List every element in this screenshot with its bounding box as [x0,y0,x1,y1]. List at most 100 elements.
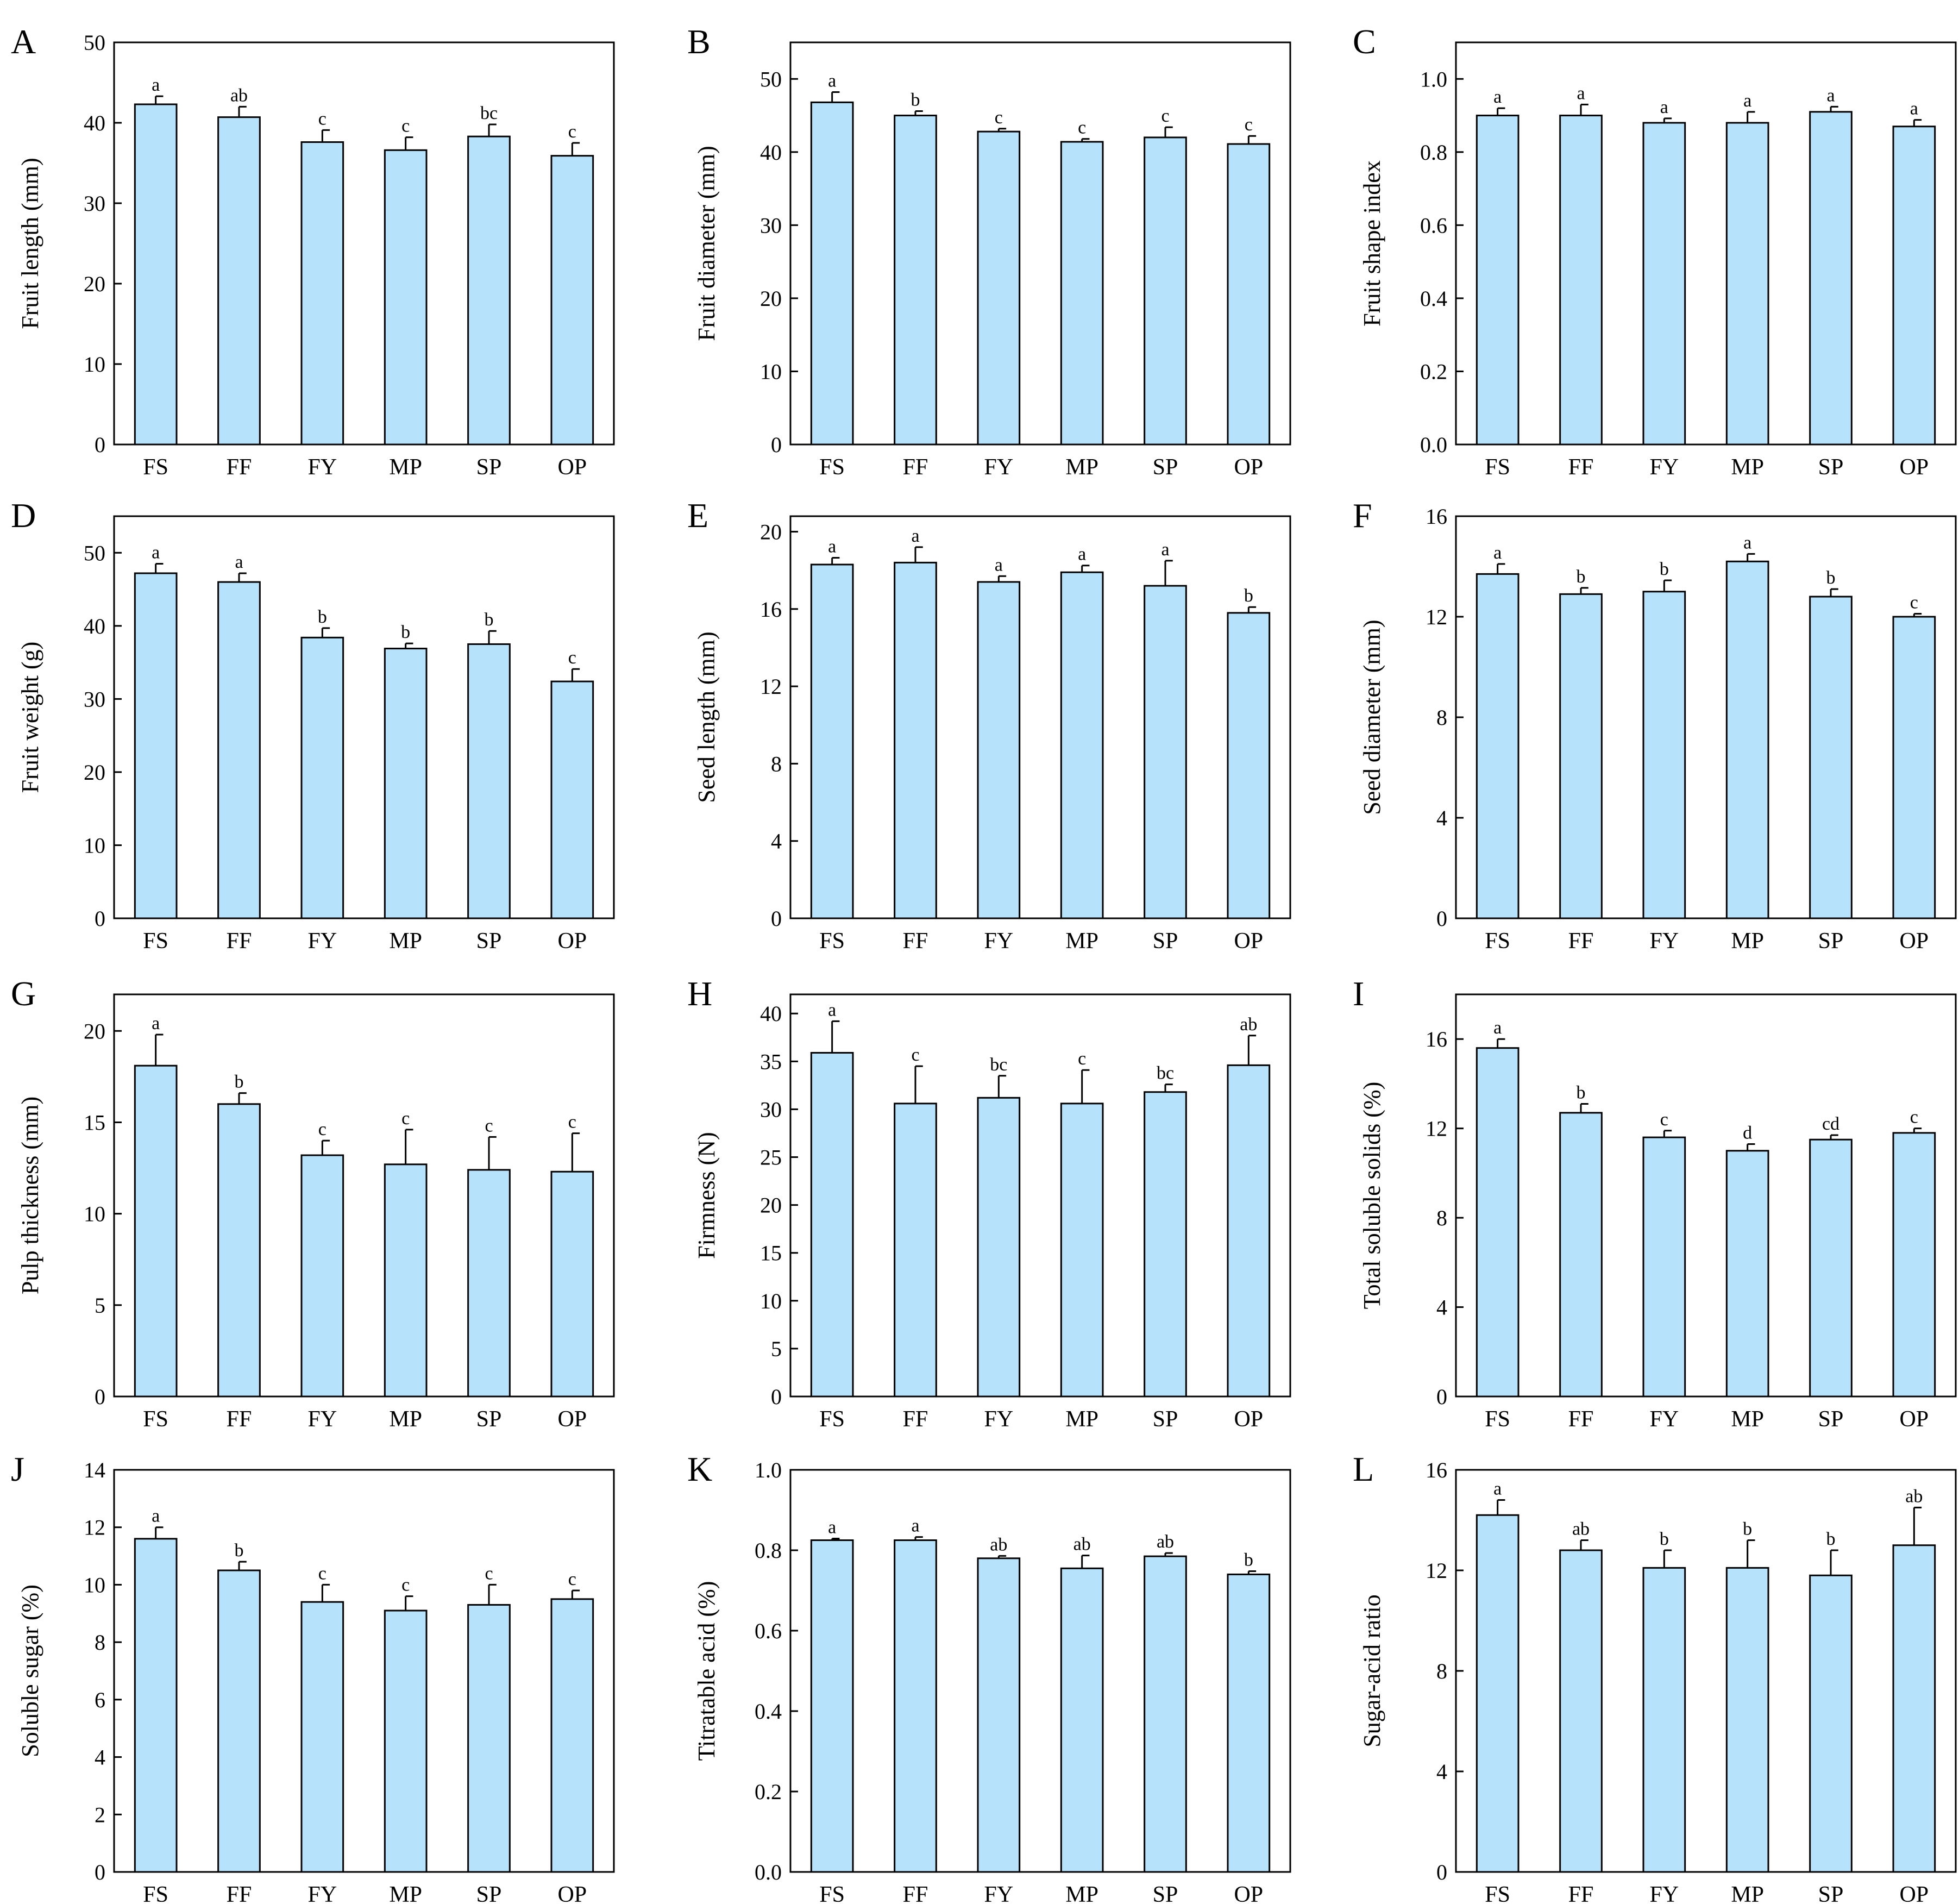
category-label: MP [1065,929,1098,954]
bar-sp [1144,1091,1187,1398]
category-label: OP [1899,929,1929,954]
plot-frame [789,1469,1291,1873]
bar-fy [977,581,1021,919]
error-bar-sp [1164,126,1173,137]
y-tick-label: 40 [84,111,105,135]
significance-letter: bc [480,103,498,123]
bar-ff [894,1539,937,1873]
bar-mp [1060,141,1104,446]
bar-sp [467,135,511,446]
category-label: MP [1731,1882,1764,1904]
category-label: OP [557,1882,587,1904]
bar-fs [134,572,178,919]
error-bar-sp [488,630,497,644]
y-tick-label: 30 [760,213,782,237]
significance-letter: c [1078,1049,1086,1069]
y-axis-title: Fruit weight (g) [17,642,43,793]
category-label: SP [1153,929,1178,954]
category-label: SP [1818,455,1844,480]
significance-letter: c [485,1563,493,1583]
panel-letter: C [1353,22,1376,61]
category-label: SP [1818,1407,1844,1432]
bar-mp [1060,1567,1104,1873]
category-label: FY [307,1882,337,1904]
panel-letter: H [687,974,712,1013]
significance-letter: b [1826,568,1836,588]
bar-mp [1725,560,1769,919]
significance-letter: a [1743,533,1751,553]
significance-letter: c [568,648,576,668]
bar-fy [1642,591,1686,919]
error-bar-sp [488,123,497,137]
category-label: MP [1731,455,1764,480]
error-bar-ff [238,1561,247,1570]
error-bar-op [1247,606,1257,613]
category-label: FF [1568,1407,1594,1432]
category-label: FS [1485,929,1510,954]
y-tick-label: 0 [95,1385,105,1409]
plot-frame [113,993,615,1398]
bar-sp [1144,1555,1187,1873]
y-tick-label: 8 [95,1630,105,1655]
significance-letter: c [1245,115,1253,135]
significance-letter: a [1078,544,1086,565]
significance-letter: a [828,536,836,556]
significance-letter: ab [1572,1519,1590,1539]
y-tick-label: 1.0 [755,1458,782,1482]
y-tick-label: 8 [1436,1659,1447,1683]
panel-f: Fa FS b FF b FY a MP b SP c OP 0 4 8 12 16 Seed diameter … [1353,496,1957,954]
bar-fs [1475,1047,1520,1398]
error-bar-sp [1830,588,1838,597]
y-axis-title: Firmness (N) [693,1132,720,1258]
plot-frame [789,41,1291,446]
significance-letter: a [1493,87,1502,107]
y-tick-label: 0 [771,1385,782,1409]
error-bar-fs [831,91,840,103]
category-label: OP [1899,1882,1929,1904]
significance-letter: c [318,1563,326,1583]
significance-letter: a [235,552,243,572]
error-bar-fy [321,129,330,142]
significance-letter: b [1577,1082,1586,1103]
significance-letter: a [1826,85,1835,105]
error-bar-fy [321,627,330,638]
category-label: MP [389,455,422,480]
plot-frame [1455,993,1957,1398]
error-bar-op [571,1589,580,1599]
bar-mp [384,648,428,919]
error-bar-sp [1164,1083,1173,1092]
panel-k: Ka FS a FF ab FY ab MP ab SP b OP 0.0 0.2 0.4 0.6 0.8 1.0… [687,1450,1291,1904]
y-tick-label: 0.8 [755,1538,782,1563]
plot-frame [113,41,615,446]
panel-d: Da FS a FF b FY b MP b SP c OP 0 10 20 30 40 50 Fruit weig… [11,496,615,954]
category-label: MP [389,1407,422,1432]
y-tick-label: 12 [1426,605,1447,629]
category-label: FF [903,1407,928,1432]
category-label: FS [819,1407,845,1432]
plot-frame [1455,515,1957,919]
y-tick-label: 15 [760,1241,782,1266]
panel-b: Ba FS b FF c FY c MP c SP c OP 0 10 20 30 40 50 Fruit diam… [687,22,1291,480]
y-tick-label: 20 [760,286,782,311]
bar-ff [217,116,261,446]
y-tick-label: 0 [1436,906,1447,931]
y-axis-title: Seed diameter (mm) [1359,619,1385,815]
error-bar-mp [405,1129,413,1164]
bar-op [1892,126,1936,446]
category-label: FY [307,929,337,954]
bar-fy [1642,1567,1686,1873]
y-tick-label: 10 [84,352,105,377]
significance-letter: c [911,1045,919,1065]
y-tick-label: 0.2 [1420,359,1447,384]
error-bar-fy [1663,1549,1672,1568]
y-axis-title: Fruit shape index [1359,160,1385,327]
bar-fs [810,563,854,919]
y-tick-label: 0 [95,906,105,931]
error-bar-sp [1164,560,1173,586]
error-bar-sp [488,1583,497,1605]
error-bar-mp [1747,1143,1755,1151]
y-tick-label: 20 [760,519,782,544]
category-label: OP [1234,455,1263,480]
significance-letter: b [1577,567,1586,587]
